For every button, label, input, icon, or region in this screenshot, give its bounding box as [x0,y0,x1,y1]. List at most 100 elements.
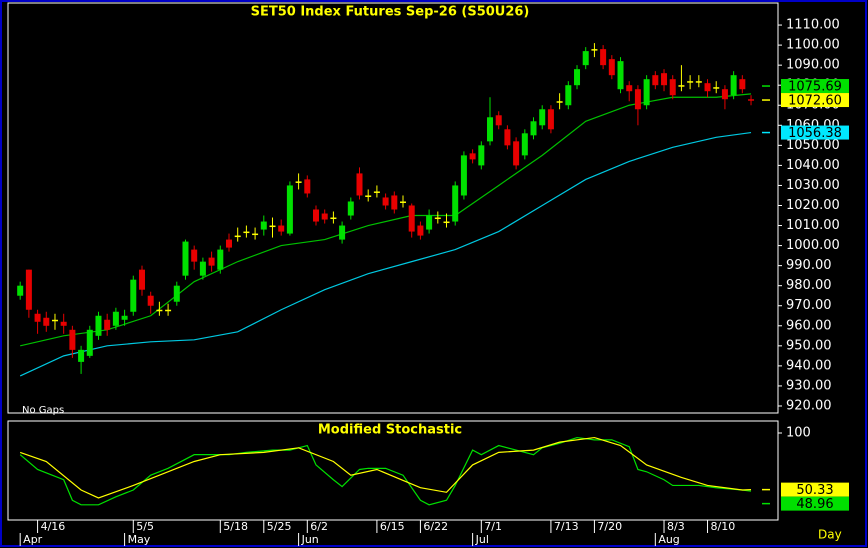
y-tick-label: 990.00 [786,258,832,273]
candle-body [225,239,232,248]
candle-body [182,241,189,276]
candle-body [530,121,537,136]
moving-average [19,131,752,377]
note: No Gaps [22,405,64,416]
candle-body [191,249,198,262]
candle-body [278,225,285,232]
x-tick-label: 5/18 [223,520,248,533]
y-tick-label: 1000.00 [786,238,840,253]
y-tick-label: 1040.00 [786,158,840,173]
candle-body [208,257,215,266]
candle-body [60,321,67,326]
x-axis-label: Day [818,528,842,542]
candle-body [69,329,76,350]
x-tick-label: 6/15 [380,520,405,533]
candle-body [495,115,502,126]
y-tick-label: 950.00 [786,338,832,353]
candle-body [417,225,424,236]
end-label: 1072.60 [788,94,842,109]
candle-body [608,59,615,76]
candle-body [34,313,41,322]
candle-body [469,153,476,160]
candle-body [112,311,119,326]
candle-body [382,197,389,206]
candle-body [434,217,441,220]
y-tick-label: 1100.00 [786,38,840,53]
candle-body [330,217,337,220]
candle-body [452,185,459,222]
candle-body [521,133,528,156]
x-tick-label: 5/25 [267,520,292,533]
x-tick-label: 7/20 [597,520,622,533]
candle-body [173,285,180,302]
x-tick-label: 7/1 [484,520,502,533]
candle-body [25,269,32,310]
candle-body [217,249,224,270]
candle-body [661,73,668,86]
end-label: 1056.38 [788,126,842,141]
candle-body [748,99,755,101]
x-tick-label: 6/22 [423,520,448,533]
candle-body [234,235,241,238]
y-tick-label: 980.00 [786,278,832,293]
candle-body [347,201,354,216]
candle-body [591,49,598,51]
candle-body [713,87,720,89]
candle-body [17,285,24,296]
end-label-box [781,93,849,108]
candle-body [252,233,259,236]
end-label-box [781,482,849,497]
month-label: May [128,533,151,546]
candle-body [243,231,250,234]
candle-body [556,101,563,103]
candle-body [138,269,145,290]
y-tick-label: 1020.00 [786,198,840,213]
y-tick-label: 940.00 [786,358,832,373]
y-tick-label: 100 [786,426,811,441]
candle-body [626,85,633,92]
candle-body [547,109,554,130]
candle-body [669,79,676,96]
candle-body [365,195,372,197]
x-tick-label: 8/3 [667,520,685,533]
month-label: Apr [23,533,43,546]
x-tick-label: 4/16 [41,520,66,533]
x-tick-label: 7/13 [554,520,579,533]
candle-body [165,309,172,312]
y-tick-label: 1110.00 [786,18,840,33]
stochastic-line [19,436,752,499]
candle-body [478,145,485,166]
end-label-box [781,125,849,140]
candle-body [600,49,607,66]
candle-body [339,225,346,240]
stochastic-plot [19,436,752,506]
x-tick-label: 8/10 [711,520,736,533]
month-label: Aug [658,533,679,546]
candle-body [687,81,694,83]
y-tick-label: 930.00 [786,378,832,393]
candle-body [269,225,276,228]
candle-body [43,317,50,326]
candle-body [51,319,58,322]
candle-body [634,89,641,110]
candle-body [147,295,154,306]
price-plot [17,43,755,377]
y-tick-label: 1090.00 [786,58,840,73]
candle-body [356,173,363,196]
end-label-box [781,496,849,511]
candle-body [304,179,311,194]
x-tick-label: 6/2 [310,520,328,533]
candle-body [426,215,433,230]
candle-body [721,89,728,100]
candle-body [539,109,546,126]
end-label: 1075.69 [788,80,842,95]
candle-body [408,205,415,232]
y-tick-label: 920.00 [786,398,832,413]
y-tick-label: 970.00 [786,298,832,313]
candle-body [443,221,450,224]
candle-body [121,315,128,320]
candle-body [156,309,163,312]
y-tick-label: 1050.00 [786,138,840,153]
candle-body [78,349,85,362]
